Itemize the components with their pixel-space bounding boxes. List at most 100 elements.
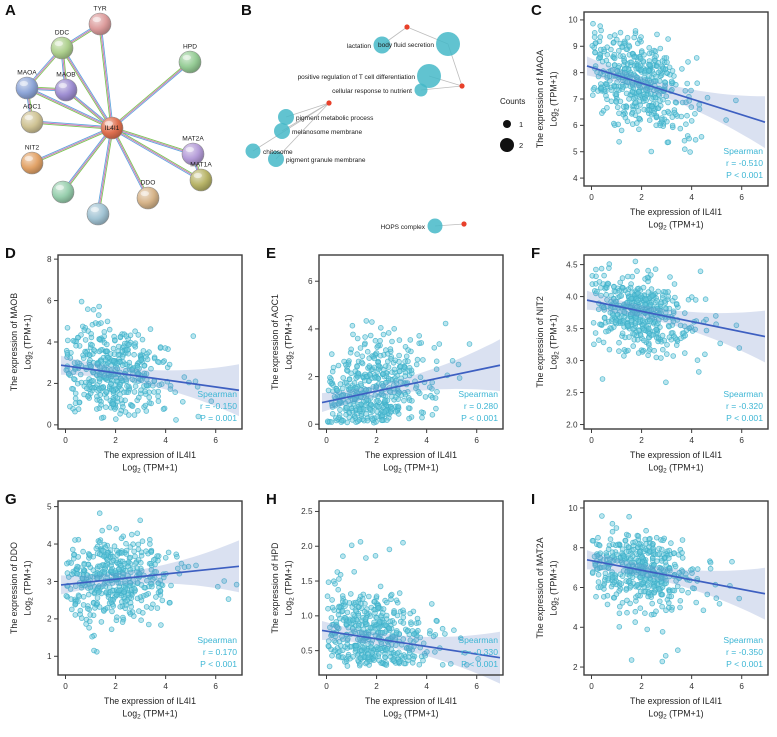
trend-line [586, 299, 766, 338]
svg-text:4: 4 [573, 623, 578, 632]
spearman-stats: Spearman [723, 635, 763, 645]
panel-letter-g: G [5, 491, 17, 508]
svg-text:2: 2 [308, 372, 313, 381]
svg-text:7: 7 [573, 95, 578, 104]
svg-text:4.0: 4.0 [566, 292, 578, 301]
spearman-stats: P = 0.001 [200, 413, 237, 423]
scatter-canvas-ddo: 1 2 3 4 5 0 2 4 6 The expression of DDO Log2 (TPM+… [9, 500, 243, 721]
svg-text:melanosome membrane: melanosome membrane [292, 129, 362, 136]
scatter-canvas-nit2: 2.0 2.5 3.0 3.5 4.0 4.5 0 2 4 6 The expression of … [535, 254, 769, 475]
svg-text:4: 4 [47, 338, 52, 347]
spearman-stats: r = -0.350 [726, 647, 763, 657]
svg-text:6: 6 [739, 436, 744, 445]
svg-text:Log2 (TPM+1): Log2 (TPM+1) [284, 314, 296, 369]
svg-text:DDC: DDC [55, 30, 70, 37]
svg-text:pigment granule membrane: pigment granule membrane [286, 157, 366, 164]
panel-g-scatter-ddo: G 1 2 3 4 5 0 2 4 6 The expression of DDO Log2 (TP… [0, 489, 256, 737]
svg-text:1: 1 [519, 120, 523, 129]
svg-text:8: 8 [573, 68, 578, 77]
scatter-canvas-maoa: 4 5 6 7 8 9 10 0 2 4 6 The expression of MAOA Log2 (… [535, 11, 769, 232]
svg-text:2: 2 [113, 682, 118, 691]
svg-text:2: 2 [519, 141, 523, 150]
panel-letter-h: H [266, 491, 277, 508]
svg-text:9: 9 [573, 42, 578, 51]
trend-line [60, 364, 240, 392]
svg-text:The expression of IL4I1: The expression of IL4I1 [365, 696, 457, 706]
panel-h-scatter-hpd: H 0.5 1.0 1.5 2.0 2.5 0 2 4 6 The expression of H… [261, 489, 517, 737]
spearman-stats: r = -0.320 [726, 401, 763, 411]
svg-text:0: 0 [308, 420, 313, 429]
svg-text:3: 3 [47, 577, 52, 586]
spearman-stats: P < 0.001 [461, 659, 498, 669]
panel-c-scatter-maoa: C 4 5 6 7 8 9 10 0 2 4 6 The expression of MAOA Log2… [526, 0, 777, 241]
scatter-points [589, 513, 743, 665]
svg-text:4: 4 [424, 682, 429, 691]
svg-text:The expression of IL4I1: The expression of IL4I1 [630, 696, 722, 706]
svg-text:2: 2 [639, 193, 644, 202]
scatter-points [63, 510, 240, 655]
spearman-stats: P < 0.001 [200, 659, 237, 669]
svg-text:AOC1: AOC1 [23, 104, 41, 111]
spearman-stats: Spearman [458, 635, 498, 645]
svg-text:2.5: 2.5 [301, 507, 313, 516]
svg-text:0: 0 [47, 421, 52, 430]
svg-text:MAT1A: MAT1A [190, 162, 212, 169]
svg-text:8: 8 [573, 544, 578, 553]
svg-text:6: 6 [739, 682, 744, 691]
svg-text:2: 2 [639, 682, 644, 691]
svg-text:HOPS complex: HOPS complex [381, 224, 426, 231]
spearman-stats: P < 0.001 [726, 659, 763, 669]
svg-text:6: 6 [213, 436, 218, 445]
panel-f-scatter-nit2: F 2.0 2.5 3.0 3.5 4.0 4.5 0 2 4 6 The expression o… [526, 243, 777, 491]
svg-text:Log2 (TPM+1): Log2 (TPM+1) [648, 220, 703, 232]
svg-text:6: 6 [213, 682, 218, 691]
svg-text:3.5: 3.5 [566, 324, 578, 333]
scatter-canvas-maob: 0 2 4 6 8 0 2 4 6 The expression of MAOB Log2 (TPM… [9, 254, 243, 475]
svg-text:0: 0 [63, 682, 68, 691]
svg-text:1.0: 1.0 [301, 612, 313, 621]
svg-text:0: 0 [63, 436, 68, 445]
svg-text:The expression of IL4I1: The expression of IL4I1 [104, 450, 196, 460]
svg-text:Log2 (TPM+1): Log2 (TPM+1) [122, 709, 177, 721]
spearman-stats: P < 0.001 [726, 170, 763, 180]
svg-text:positive regulation of T cell: positive regulation of T cell differenti… [298, 74, 416, 81]
svg-text:NIT2: NIT2 [25, 145, 40, 152]
panel-letter-d: D [5, 245, 16, 262]
scatter-points [589, 258, 743, 386]
svg-text:0: 0 [589, 436, 594, 445]
scatter-canvas-mat2a: 2 4 6 8 10 0 2 4 6 The expression of MAT2A Log2 (T… [535, 500, 769, 721]
svg-text:4: 4 [573, 174, 578, 183]
svg-text:Log2 (TPM+1): Log2 (TPM+1) [23, 560, 35, 615]
scatter-points [63, 298, 215, 423]
svg-text:Log2 (TPM+1): Log2 (TPM+1) [23, 314, 35, 369]
ppi-network-canvas: TYR DDC HPD MAOA MAOB AOC1 IL4I1 NIT2 MAT2A MAT1A… [15, 6, 212, 226]
spearman-stats: Spearman [197, 635, 237, 645]
svg-text:4: 4 [308, 325, 313, 334]
svg-text:Log2 (TPM+1): Log2 (TPM+1) [549, 71, 561, 126]
svg-text:3.0: 3.0 [566, 356, 578, 365]
svg-text:6: 6 [739, 193, 744, 202]
svg-text:4: 4 [163, 436, 168, 445]
svg-text:DDO: DDO [141, 180, 156, 187]
svg-text:1.5: 1.5 [301, 577, 313, 586]
svg-text:2.0: 2.0 [301, 542, 313, 551]
svg-text:HPD: HPD [183, 44, 197, 51]
svg-text:The expression of IL4I1: The expression of IL4I1 [630, 207, 722, 217]
spearman-stats: P < 0.001 [461, 413, 498, 423]
go-cnet-canvas: lactation body fluid secretion positive re… [245, 24, 525, 234]
trend-line [586, 65, 766, 123]
svg-text:The expression of DDO: The expression of DDO [9, 542, 19, 634]
svg-text:0.5: 0.5 [301, 646, 313, 655]
svg-text:The expression of IL4I1: The expression of IL4I1 [365, 450, 457, 460]
svg-text:Log2 (TPM+1): Log2 (TPM+1) [549, 314, 561, 369]
spearman-stats: Spearman [197, 389, 237, 399]
svg-text:4: 4 [689, 436, 694, 445]
svg-text:10: 10 [568, 16, 578, 25]
svg-text:2: 2 [374, 682, 379, 691]
svg-text:4: 4 [163, 682, 168, 691]
panel-letter-i: I [531, 491, 536, 508]
svg-text:TYR: TYR [93, 6, 106, 13]
panel-d-scatter-maob: D 0 2 4 6 8 0 2 4 6 The expression of MAOB Log2 (T… [0, 243, 256, 491]
spearman-stats: r = 0.280 [464, 401, 498, 411]
spearman-stats: r = -0.330 [461, 647, 498, 657]
